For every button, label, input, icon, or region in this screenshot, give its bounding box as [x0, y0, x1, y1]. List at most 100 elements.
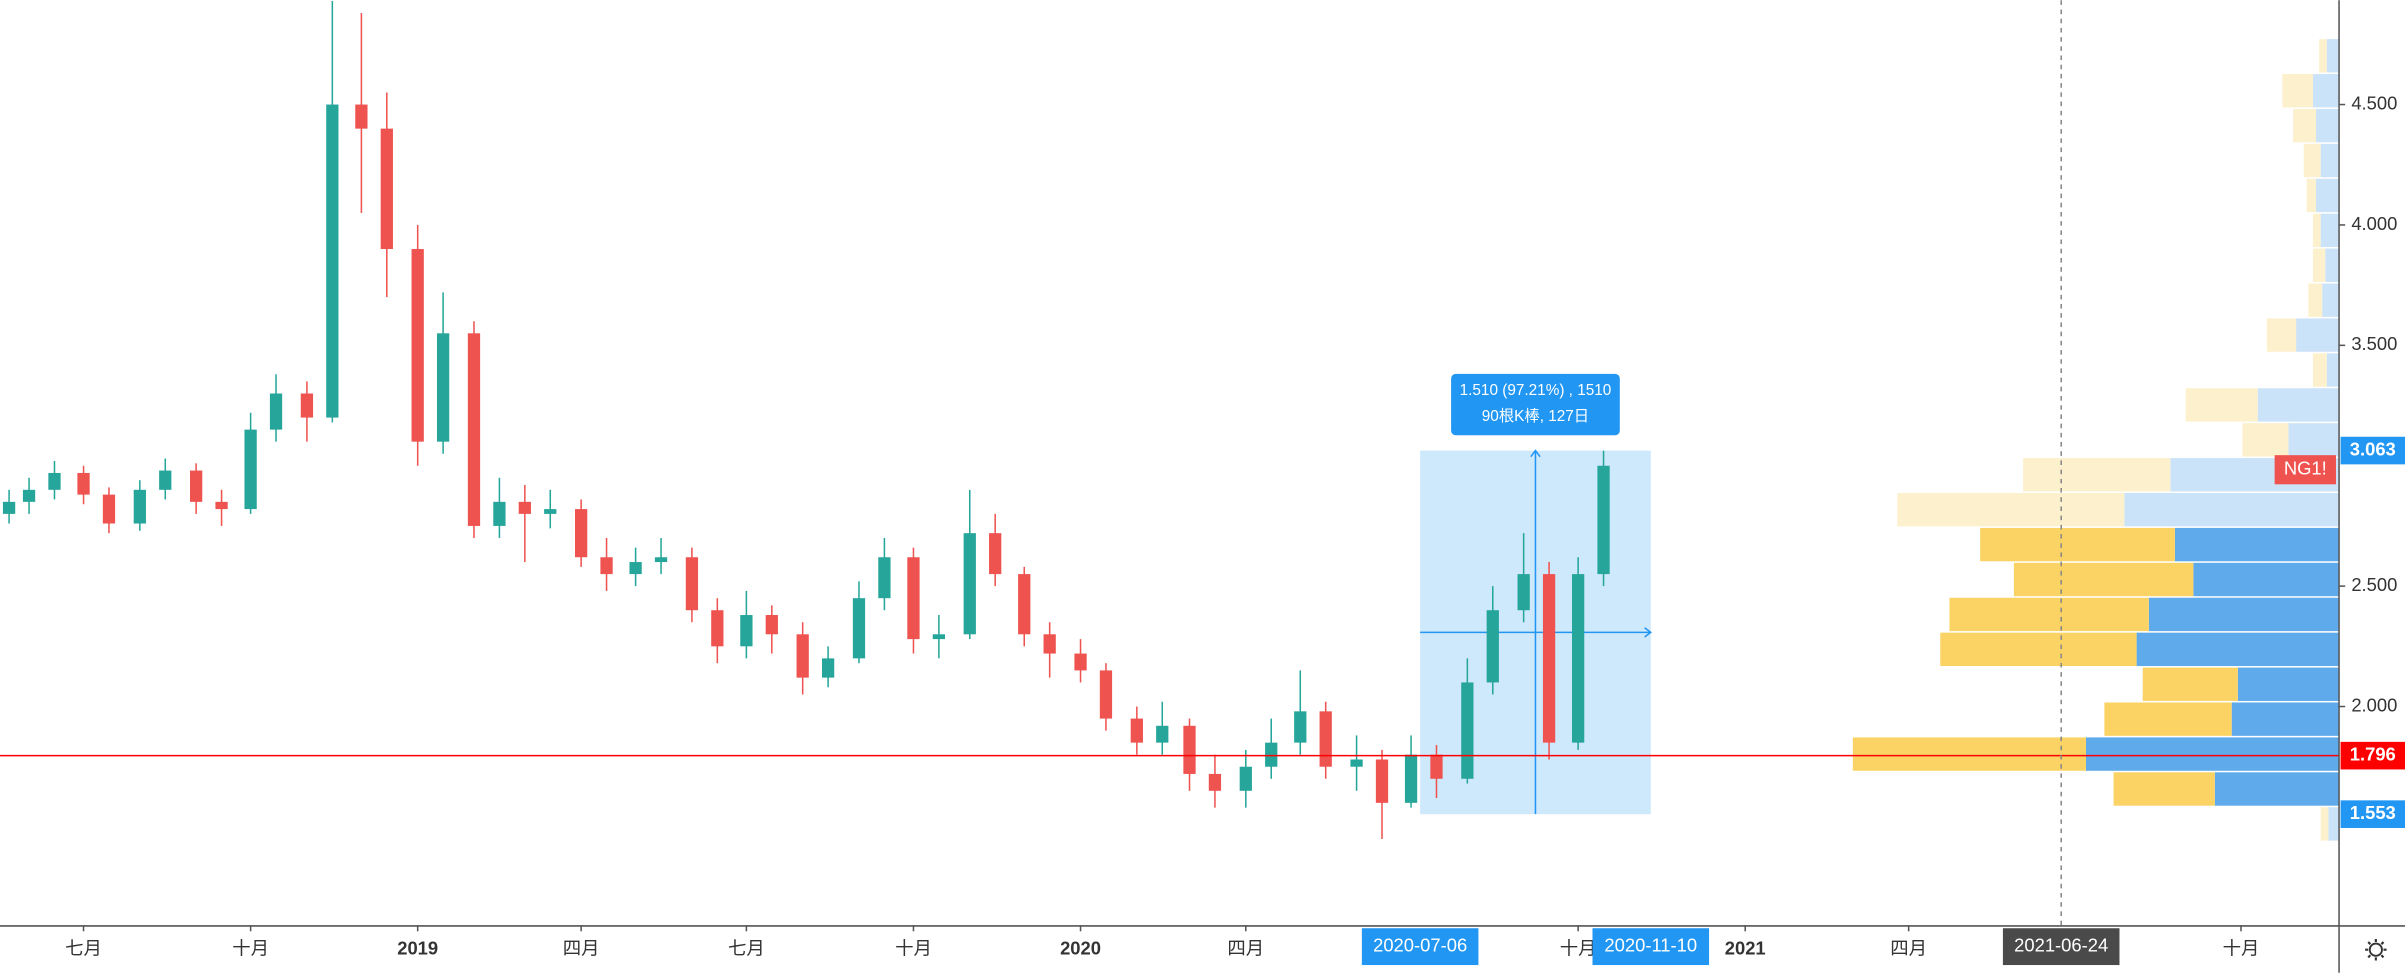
price-tag-label: 1.796 [2350, 744, 2396, 765]
x-tick-label: 十月 [1560, 938, 1597, 959]
profile-down [2085, 737, 2340, 771]
crosshair-date-label: 2021-06-24 [2014, 934, 2108, 955]
candle-body [467, 333, 481, 526]
profile-up [2242, 423, 2289, 457]
candle-body [878, 557, 891, 599]
profile-up [2312, 353, 2327, 387]
measure-tool: 1.510 (97.21%) , 1510 90根K棒, 127日 [1420, 373, 1653, 815]
profile-down [2316, 178, 2340, 213]
candle-body [1517, 574, 1530, 611]
candle-body [493, 501, 506, 526]
measure-date-bg [1361, 928, 1479, 966]
y-tick-label: 3.500 [2351, 333, 2397, 354]
profile-up [1897, 492, 2125, 527]
candle-body [1183, 725, 1196, 774]
profile-up [2142, 667, 2238, 701]
candle-body [300, 393, 314, 418]
settings-button[interactable] [2365, 938, 2387, 961]
price-lines: NG1! [0, 0, 2340, 926]
symbol-tag [2274, 455, 2336, 485]
candle-body [48, 472, 61, 490]
price-tag [2340, 800, 2405, 828]
candle-body [133, 489, 146, 524]
profile-up [1940, 632, 2137, 667]
profile-down [2148, 597, 2340, 632]
x-tick-label: 四月 [563, 938, 600, 959]
measure-text: 1.510 (97.21%) , 1510 [1460, 382, 1612, 399]
profile-down [2237, 667, 2340, 701]
candle-body [1239, 766, 1252, 791]
candle-body [989, 533, 1002, 575]
symbol-label: NG1! [2284, 458, 2327, 479]
profile-up [2266, 318, 2297, 352]
x-tick-label: 七月 [65, 938, 102, 959]
profile-down [2257, 388, 2340, 422]
candle-body [796, 634, 809, 678]
measure-text: 90根K棒, 127日 [1482, 408, 1589, 425]
candle-body [77, 472, 90, 495]
profile-down [2320, 143, 2340, 178]
profile-down [2288, 423, 2340, 457]
candle-body [380, 128, 393, 250]
y-tick-label: 4.500 [2351, 92, 2397, 113]
profile-down [2320, 213, 2340, 248]
candle-body [1375, 759, 1389, 803]
y-tick-label: 4.000 [2351, 213, 2397, 234]
profile-down [2174, 527, 2340, 562]
candle-body [852, 598, 866, 659]
price-tag [2340, 436, 2405, 465]
candle-body [189, 470, 203, 502]
x-tick-label: 十月 [2223, 938, 2260, 959]
candles [2, 1, 1610, 839]
price-tag-label: 3.063 [2350, 438, 2396, 459]
profile-down [2193, 562, 2340, 597]
candle-body [436, 333, 450, 442]
x-tick-label: 四月 [1890, 938, 1927, 959]
x-tick-label: 2021 [1725, 938, 1766, 959]
measure-date-label: 2020-07-06 [1373, 934, 1467, 955]
candle-body [159, 470, 172, 490]
crosshair-date-bg [2002, 928, 2120, 966]
gear-teeth [2365, 938, 2387, 961]
candle-body [1542, 574, 1556, 743]
candle-body [326, 104, 339, 418]
x-tick-label: 十月 [895, 938, 932, 959]
candle-body [544, 509, 557, 514]
candle-body [1265, 742, 1278, 767]
profile-up [2113, 772, 2215, 806]
profile-up [2282, 74, 2313, 108]
measure-arrow-up [1530, 449, 1541, 458]
candle-body [932, 634, 946, 640]
candle-body [355, 104, 368, 129]
gear-icon [2368, 942, 2383, 957]
candle-body [518, 501, 531, 514]
candle-body [1486, 610, 1499, 683]
candle-body [2, 501, 16, 514]
profile-up [2312, 213, 2321, 248]
profile-down [2136, 632, 2340, 667]
price-tag [2340, 741, 2405, 770]
profile-down [2326, 353, 2340, 387]
candle-body [740, 615, 753, 647]
candle-body [821, 658, 835, 678]
candle-body [215, 501, 228, 510]
candle-body [963, 533, 976, 635]
measure-date-bg [1592, 928, 1710, 966]
profile-down [2322, 283, 2340, 317]
measure-date-label: 2020-11-10 [1604, 934, 1697, 955]
candle-body [269, 393, 283, 430]
profile-up [2185, 388, 2258, 422]
candle-body [1018, 574, 1031, 635]
candle-body [1350, 759, 1363, 767]
candle-body [1430, 754, 1443, 779]
candle-body [1208, 773, 1222, 791]
profile-up [2023, 458, 2171, 492]
candle-body [244, 429, 257, 510]
candle-body [411, 249, 424, 442]
price-tag-label: 1.553 [2350, 802, 2396, 823]
profile-up [1980, 527, 2175, 562]
x-tick-label: 十月 [232, 938, 269, 959]
profile-up [2308, 283, 2323, 317]
